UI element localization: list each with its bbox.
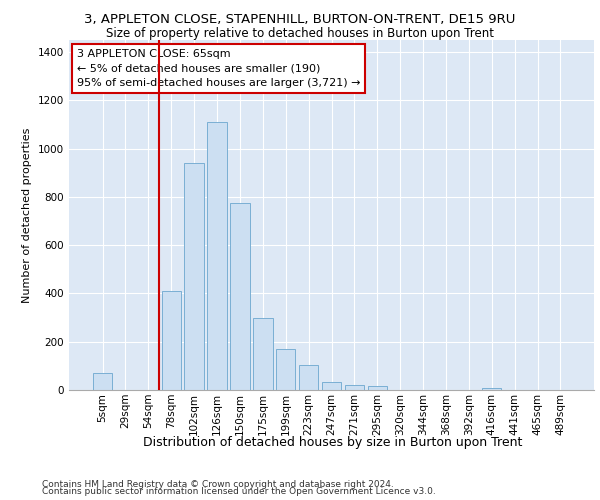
Y-axis label: Number of detached properties: Number of detached properties (22, 128, 32, 302)
Text: Contains HM Land Registry data © Crown copyright and database right 2024.: Contains HM Land Registry data © Crown c… (42, 480, 394, 489)
Bar (368, 386, 387, 390)
Bar (184, 163, 204, 390)
Text: Distribution of detached houses by size in Burton upon Trent: Distribution of detached houses by size … (143, 436, 523, 449)
Bar (299, 364, 319, 390)
Bar (208, 122, 227, 390)
Bar (161, 291, 181, 390)
Text: 3 APPLETON CLOSE: 65sqm
← 5% of detached houses are smaller (190)
95% of semi-de: 3 APPLETON CLOSE: 65sqm ← 5% of detached… (77, 49, 361, 88)
Bar (230, 203, 250, 390)
Text: Size of property relative to detached houses in Burton upon Trent: Size of property relative to detached ho… (106, 28, 494, 40)
Bar (344, 385, 364, 390)
Text: Contains public sector information licensed under the Open Government Licence v3: Contains public sector information licen… (42, 487, 436, 496)
Bar (253, 318, 272, 390)
Bar (482, 388, 502, 390)
Bar (276, 349, 295, 390)
Text: 3, APPLETON CLOSE, STAPENHILL, BURTON-ON-TRENT, DE15 9RU: 3, APPLETON CLOSE, STAPENHILL, BURTON-ON… (85, 12, 515, 26)
Bar (322, 382, 341, 390)
Bar (93, 373, 112, 390)
